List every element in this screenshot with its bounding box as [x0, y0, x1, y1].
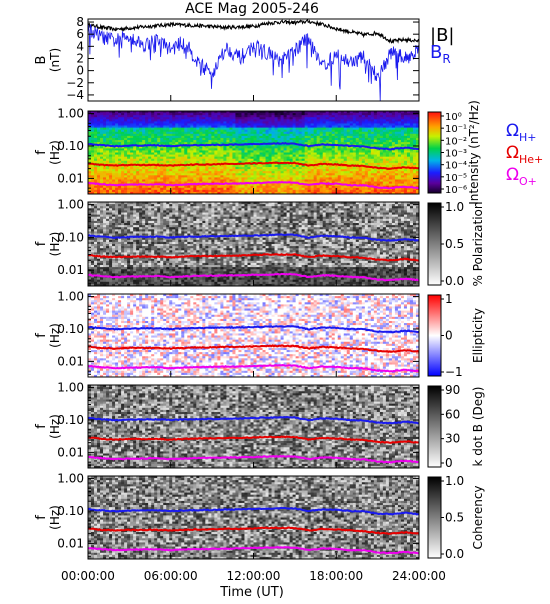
colorbar-tick-label: 10⁻¹ [445, 124, 467, 135]
colorbar-tick-label: 10⁻³ [445, 149, 467, 160]
legend-gyro-2: ΩO+ [506, 165, 537, 188]
colorbar-tick-label: 10⁻⁵ [445, 173, 467, 184]
colorbar-tick-label: 10⁻⁶ [445, 185, 467, 196]
figure-title: ACE Mag 2005-246 [185, 1, 319, 17]
legend-gyro-1: ΩHe+ [506, 143, 543, 166]
y-tick-label: −4 [66, 88, 84, 102]
colorbar-label: Intensity (nT²/Hz) [467, 100, 481, 205]
series-line-br [88, 24, 419, 100]
y-axis-label-f: f [34, 150, 49, 155]
legend-gyro-0: ΩH+ [506, 121, 537, 144]
colorbar-tick-label: 10⁰ [445, 112, 462, 123]
y-axis-label-b: B [34, 56, 49, 65]
legend-gyro-subscript: H+ [519, 131, 537, 144]
y-tick-label: 0.01 [57, 171, 84, 185]
y-axis-unit-b: (nT) [48, 48, 62, 72]
panel-1: 1.000.100.01f(Hz)10⁰10⁻¹10⁻²10⁻³10⁻⁴10⁻⁵… [34, 100, 543, 205]
y-axis-unit-f: (Hz) [48, 140, 62, 165]
series-line-bmag [88, 20, 419, 43]
y-tick-label: 1.00 [57, 107, 84, 121]
legend-entry-br-subscript: R [442, 52, 450, 66]
x-axis-label: Time (UT) [219, 585, 284, 600]
colorbar-tick-label: 10⁻² [445, 136, 467, 147]
legend-gyro-subscript: He+ [519, 153, 543, 166]
panel-2: 1.000.100.01f(Hz)1.00.50.0% Polarization [34, 198, 485, 288]
colorbar [428, 112, 441, 193]
legend-gyro-subscript: O+ [519, 175, 537, 188]
colorbar-tick-label: 10⁻⁴ [445, 161, 467, 172]
